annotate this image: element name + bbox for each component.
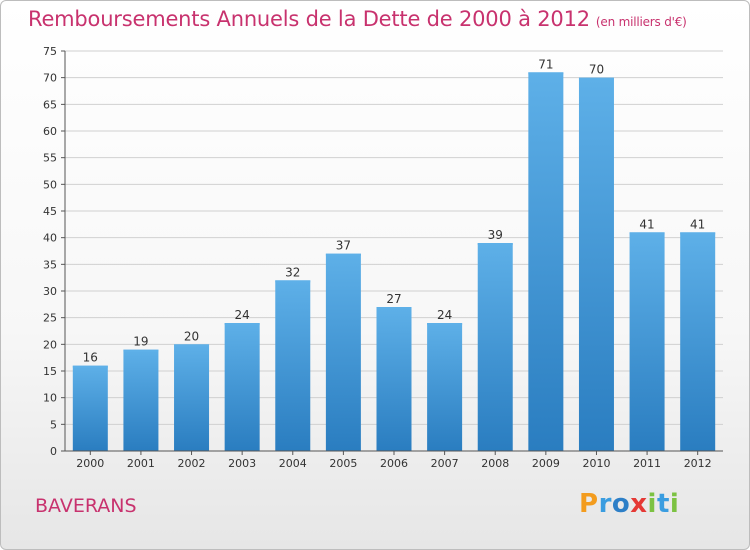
y-tick-label: 20 (43, 338, 57, 351)
proxiti-logo: Proxiti (579, 489, 679, 519)
bar-value-label: 24 (437, 308, 452, 322)
x-tick-label: 2003 (228, 457, 256, 470)
bar (680, 232, 716, 451)
bar-top-highlight (477, 243, 513, 245)
x-tick-label: 2010 (582, 457, 610, 470)
x-tick-label: 2007 (431, 457, 459, 470)
logo-letter: r (598, 489, 612, 519)
bar-top-highlight (224, 323, 260, 325)
logo-letter: i (647, 489, 657, 519)
bar-value-label: 41 (639, 217, 654, 231)
bar-top-highlight (325, 253, 361, 256)
bar-top-highlight (275, 280, 311, 283)
chart-title-text: Remboursements Annuels de la Dette de 20… (28, 7, 590, 31)
bars: 16 19 20 24 32 37 27 24 39 71 70 41 41 (72, 57, 716, 452)
y-tick-label: 0 (50, 445, 57, 458)
y-tick-label: 55 (43, 152, 57, 165)
chart-subtitle: (en milliers d'€) (595, 15, 687, 29)
bar-value-label: 24 (235, 308, 250, 322)
bar-top-highlight (578, 77, 614, 80)
x-tick-label: 2011 (633, 457, 661, 470)
bar-value-label: 41 (690, 217, 705, 231)
x-tick-label: 2000 (76, 457, 104, 470)
bar (325, 253, 361, 451)
x-tick-label: 2004 (279, 457, 307, 470)
city-name: BAVERANS (35, 495, 137, 517)
bar (629, 232, 665, 451)
bar-top-highlight (376, 307, 412, 309)
y-tick-label: 10 (43, 392, 57, 405)
x-tick-label: 2002 (178, 457, 206, 470)
y-tick-label: 5 (50, 418, 57, 431)
axes: 0 5 10 15 20 25 30 35 40 45 50 55 60 65 70 75 2000 2001 20… (43, 45, 723, 470)
y-tick-label: 15 (43, 365, 57, 378)
bar-value-label: 70 (589, 63, 604, 77)
y-tick-label: 35 (43, 258, 57, 271)
bar (427, 323, 463, 451)
bar-value-label: 39 (488, 228, 503, 242)
bar (174, 344, 210, 451)
bar (578, 77, 614, 452)
bar-value-label: 20 (184, 329, 199, 343)
bar-top-highlight (528, 72, 564, 75)
bar-top-highlight (174, 344, 210, 347)
bar (275, 280, 311, 451)
bar (528, 72, 564, 451)
x-tick-label: 2005 (329, 457, 357, 470)
y-tick-label: 30 (43, 285, 57, 298)
y-tick-label: 65 (43, 98, 57, 111)
y-tick-label: 25 (43, 312, 57, 325)
x-tick-label: 2006 (380, 457, 408, 470)
bar (72, 365, 108, 451)
bar-value-label: 16 (83, 351, 98, 365)
bar-top-highlight (680, 232, 716, 235)
logo-letter: t (656, 489, 670, 519)
bar (376, 307, 412, 451)
bar (477, 243, 513, 451)
y-tick-label: 40 (43, 232, 57, 245)
y-tick-label: 60 (43, 125, 57, 138)
x-tick-label: 2012 (684, 457, 712, 470)
bar (123, 349, 159, 451)
bar-value-label: 27 (386, 292, 401, 306)
logo-letter: o (611, 489, 631, 519)
bar-top-highlight (427, 323, 463, 325)
y-tick-label: 70 (43, 72, 57, 85)
bar-value-label: 71 (538, 57, 553, 71)
y-tick-label: 45 (43, 205, 57, 218)
logo-letter: P (579, 489, 599, 519)
y-tick-label: 75 (43, 45, 57, 58)
x-tick-label: 2009 (532, 457, 560, 470)
bar-value-label: 37 (336, 239, 351, 253)
bar-top-highlight (629, 232, 665, 235)
bar-top-highlight (72, 365, 108, 368)
y-tick-label: 50 (43, 178, 57, 191)
bar-top-highlight (123, 349, 159, 352)
logo-letter: x (630, 489, 648, 519)
logo-letter: i (669, 489, 680, 519)
bar-value-label: 19 (133, 335, 148, 349)
bar-value-label: 32 (285, 265, 300, 279)
chart-title: Remboursements Annuels de la Dette de 20… (28, 7, 687, 31)
x-tick-label: 2001 (127, 457, 155, 470)
bar (224, 323, 260, 451)
x-tick-label: 2008 (481, 457, 509, 470)
